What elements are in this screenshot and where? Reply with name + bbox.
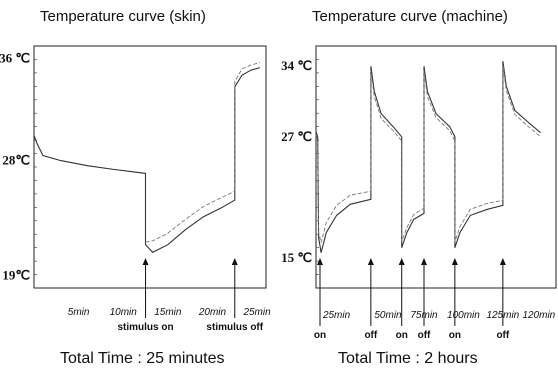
skin-x-time-label: 25min <box>242 307 271 318</box>
skin-y-tick-label: 19℃ <box>2 267 30 282</box>
machine-switch-arrow-head <box>421 258 427 265</box>
skin-y-tick-label: 36 ℃ <box>0 51 30 66</box>
machine-y-tick-label: 15 ℃ <box>281 250 312 265</box>
skin-stimulus-label: stimulus on <box>117 322 173 333</box>
machine-switch-label: off <box>364 330 377 341</box>
machine-x-time-label: 25min <box>322 310 351 321</box>
machine-series-line <box>315 61 541 253</box>
machine-chart-title: Temperature curve (machine) <box>312 8 508 25</box>
machine-chart-caption: Total Time : 2 hours <box>338 350 478 367</box>
skin-chart-title: Temperature curve (skin) <box>40 8 206 25</box>
machine-x-time-label: 120min <box>522 310 555 321</box>
machine-switch-label: off <box>418 330 431 341</box>
machine-y-tick-label: 34 ℃ <box>281 58 312 73</box>
skin-x-time-label: 15min <box>154 307 182 318</box>
skin-x-time-label: 10min <box>110 307 138 318</box>
machine-y-tick-label: 27 ℃ <box>281 129 312 144</box>
skin-series-line <box>33 67 260 253</box>
skin-chart-caption: Total Time : 25 minutes <box>60 350 225 367</box>
skin-series-line <box>145 62 260 243</box>
machine-switch-arrow-head <box>499 258 506 265</box>
skin-stimulus-arrow-head <box>231 258 238 265</box>
skin-y-tick-label: 28℃ <box>2 153 30 168</box>
machine-switch-label: off <box>496 330 509 341</box>
skin-x-time-label: 20min <box>198 307 227 318</box>
machine-switch-arrow-head <box>451 258 458 265</box>
skin-x-time-label: 5min <box>68 307 90 318</box>
machine-switch-label: on <box>396 330 408 341</box>
machine-switch-arrow-head <box>398 258 405 265</box>
machine-switch-arrow-head <box>367 258 374 265</box>
skin-stimulus-label: stimulus off <box>206 322 263 333</box>
skin-stimulus-arrow-head <box>142 258 149 265</box>
machine-x-time-label: 100min <box>447 310 480 321</box>
machine-switch-arrow-head <box>317 258 323 265</box>
machine-switch-label: on <box>449 330 461 341</box>
machine-plot-frame <box>315 45 557 289</box>
machine-x-time-label: 50min <box>374 310 402 321</box>
machine-switch-label: on <box>314 330 326 341</box>
skin-plot-frame <box>33 45 267 289</box>
machine-series-line <box>315 65 541 243</box>
